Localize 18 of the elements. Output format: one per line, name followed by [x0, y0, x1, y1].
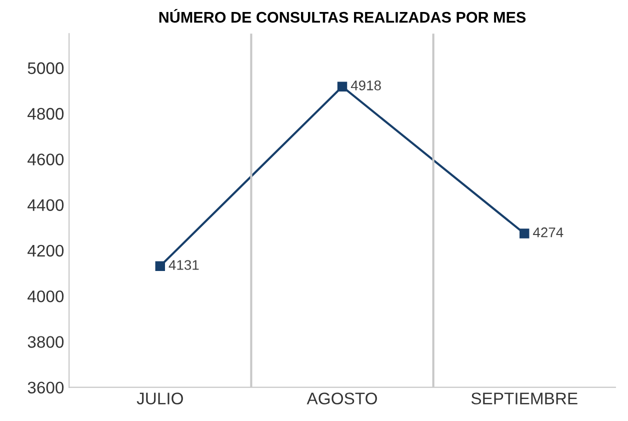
y-tick-label: 4000: [28, 290, 64, 302]
data-label: 4918: [350, 80, 381, 90]
data-label: 4131: [168, 260, 199, 270]
y-tick-label: 3600: [28, 382, 64, 394]
x-tick-label: AGOSTO: [306, 392, 377, 404]
y-tick-label: 5000: [28, 62, 64, 74]
x-tick-label: SEPTIEMBRE: [471, 392, 578, 404]
y-tick-label: 4600: [28, 154, 64, 166]
y-tick-label: 4400: [28, 199, 64, 211]
point: [155, 261, 165, 272]
y-tick-label: 4800: [28, 108, 64, 120]
y-tick-label: 4200: [28, 244, 64, 257]
point: [337, 82, 348, 92]
chart-title: NÚMERO DE CONSULTAS REALIZADAS POR MES: [159, 9, 526, 23]
point: [520, 228, 530, 238]
data-label: 4274: [533, 227, 564, 238]
y-tick-label: 3800: [28, 336, 64, 348]
x-tick-label: JULIO: [136, 392, 183, 404]
